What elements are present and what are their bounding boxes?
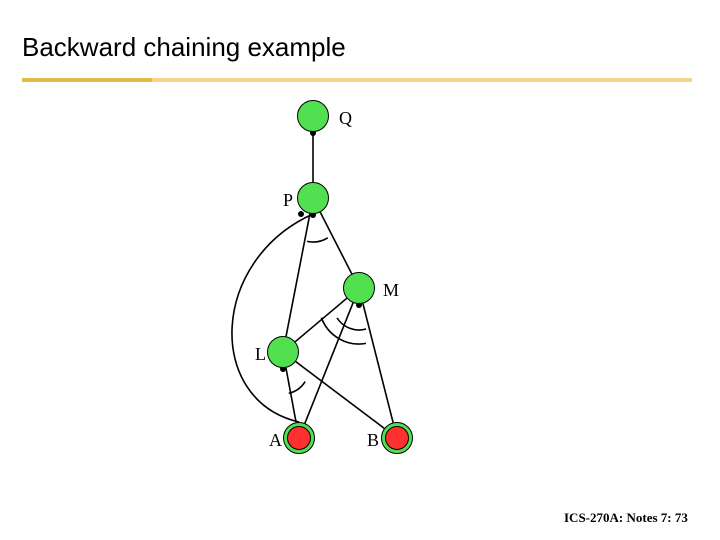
graph-node-B [385, 426, 409, 450]
footer-note: ICS-270A: Notes 7: 73 [564, 510, 688, 526]
graph-node-M [343, 272, 375, 304]
graph-node-A [287, 426, 311, 450]
graph-node-Q [297, 100, 329, 132]
graph-node-label-M: M [383, 280, 399, 301]
graph-node-P [297, 182, 329, 214]
graph-node-L [267, 336, 299, 368]
graph-node-label-B: B [367, 430, 379, 451]
graph-node-label-L: L [255, 344, 266, 365]
graph-node-label-A: A [269, 430, 282, 451]
graph-node-label-Q: Q [339, 108, 352, 129]
graph-node-label-P: P [283, 190, 293, 211]
diagram-edges [0, 0, 720, 540]
